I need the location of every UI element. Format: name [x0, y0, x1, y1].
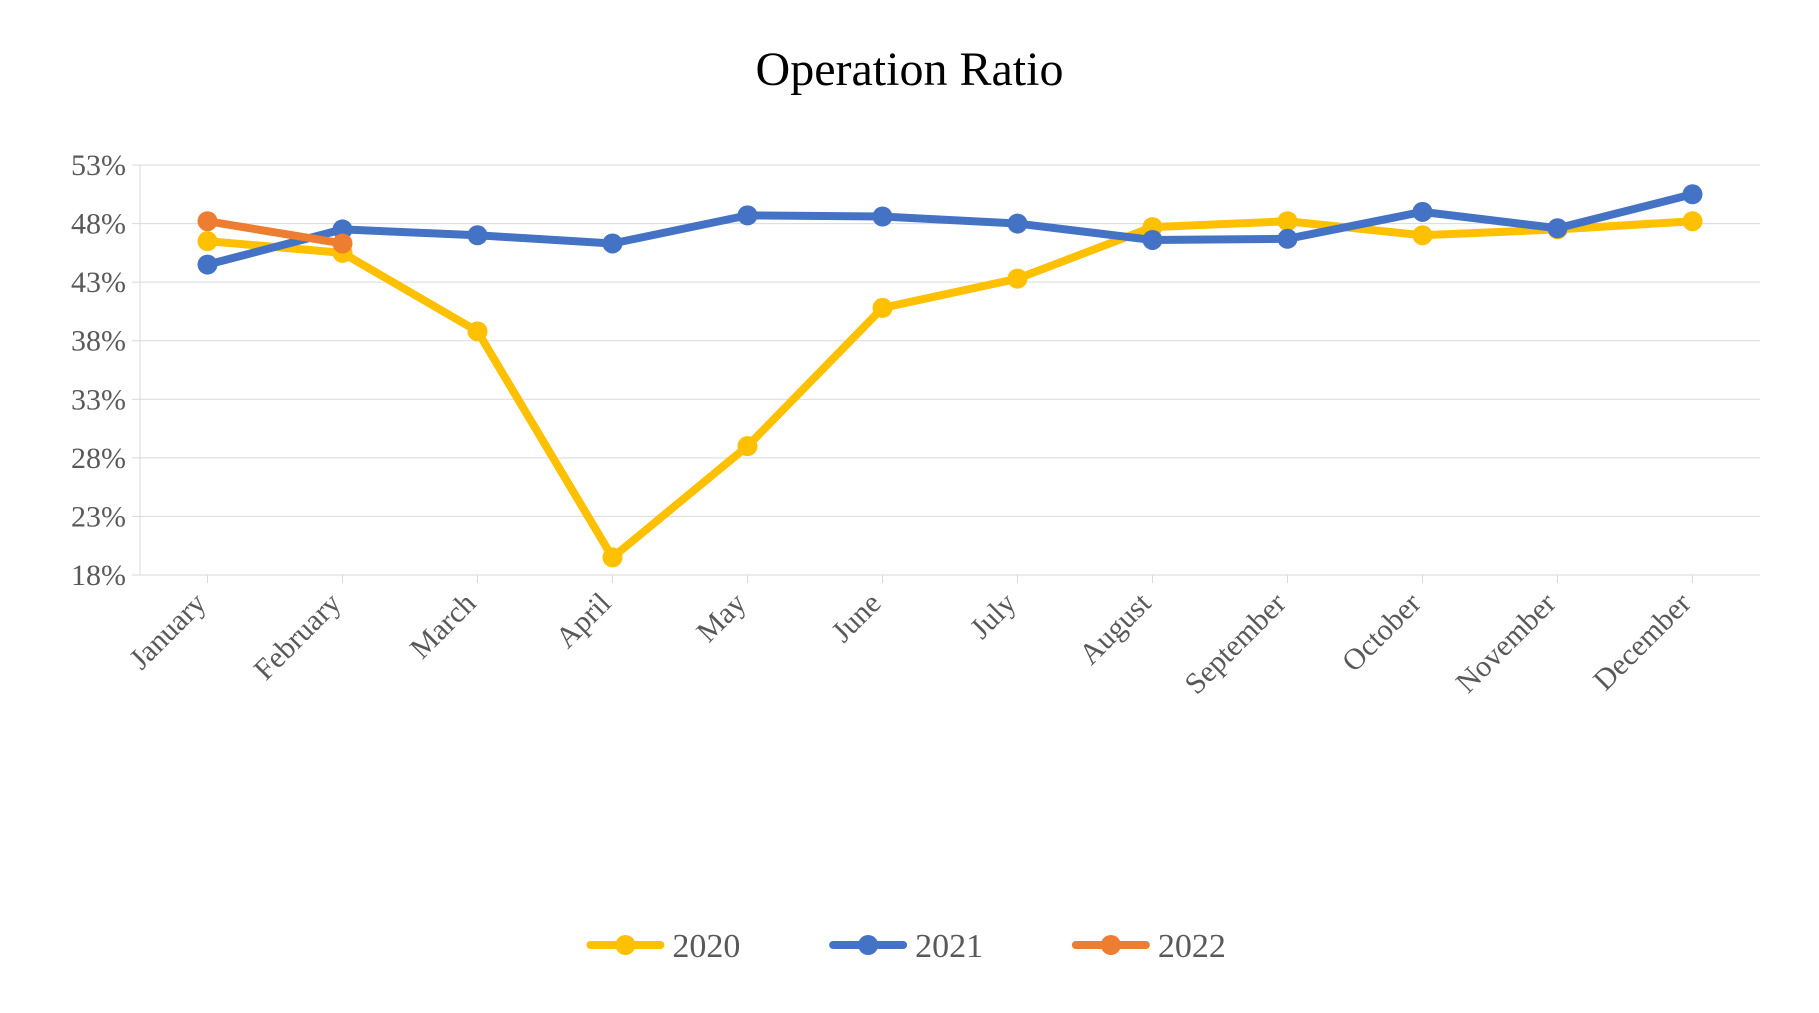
series-marker-2020 [603, 547, 623, 567]
legend-label: 2021 [915, 928, 983, 965]
legend-swatch-marker [858, 935, 878, 955]
y-tick-label: 48% [71, 208, 126, 241]
series-marker-2021 [738, 205, 758, 225]
chart-svg: Operation Ratio18%23%28%33%38%43%48%53%J… [0, 0, 1819, 1013]
series-marker-2021 [873, 207, 893, 227]
y-tick-label: 18% [71, 559, 126, 592]
series-marker-2020 [468, 321, 488, 341]
series-marker-2022 [198, 211, 218, 231]
series-marker-2022 [333, 233, 353, 253]
operation-ratio-chart: Operation Ratio18%23%28%33%38%43%48%53%J… [0, 0, 1819, 1013]
y-tick-label: 53% [71, 149, 126, 182]
legend-swatch-marker [1101, 935, 1121, 955]
y-tick-label: 23% [71, 500, 126, 533]
legend-swatch-marker [615, 935, 635, 955]
series-marker-2021 [1143, 230, 1163, 250]
series-marker-2021 [1008, 214, 1028, 234]
series-marker-2020 [1008, 269, 1028, 289]
series-marker-2020 [198, 231, 218, 251]
legend-label: 2020 [672, 928, 740, 965]
series-marker-2021 [1548, 218, 1568, 238]
series-marker-2021 [468, 225, 488, 245]
series-marker-2020 [738, 436, 758, 456]
series-marker-2020 [1278, 211, 1298, 231]
y-tick-label: 28% [71, 442, 126, 475]
y-tick-label: 33% [71, 383, 126, 416]
y-tick-label: 43% [71, 266, 126, 299]
series-marker-2021 [603, 233, 623, 253]
y-tick-label: 38% [71, 325, 126, 358]
chart-title: Operation Ratio [756, 43, 1064, 96]
series-marker-2021 [1413, 202, 1433, 222]
series-marker-2020 [1683, 211, 1703, 231]
series-marker-2021 [1278, 229, 1298, 249]
legend-label: 2022 [1158, 928, 1226, 965]
series-marker-2020 [1413, 225, 1433, 245]
series-marker-2021 [198, 255, 218, 275]
series-marker-2020 [873, 298, 893, 318]
series-marker-2021 [1683, 184, 1703, 204]
